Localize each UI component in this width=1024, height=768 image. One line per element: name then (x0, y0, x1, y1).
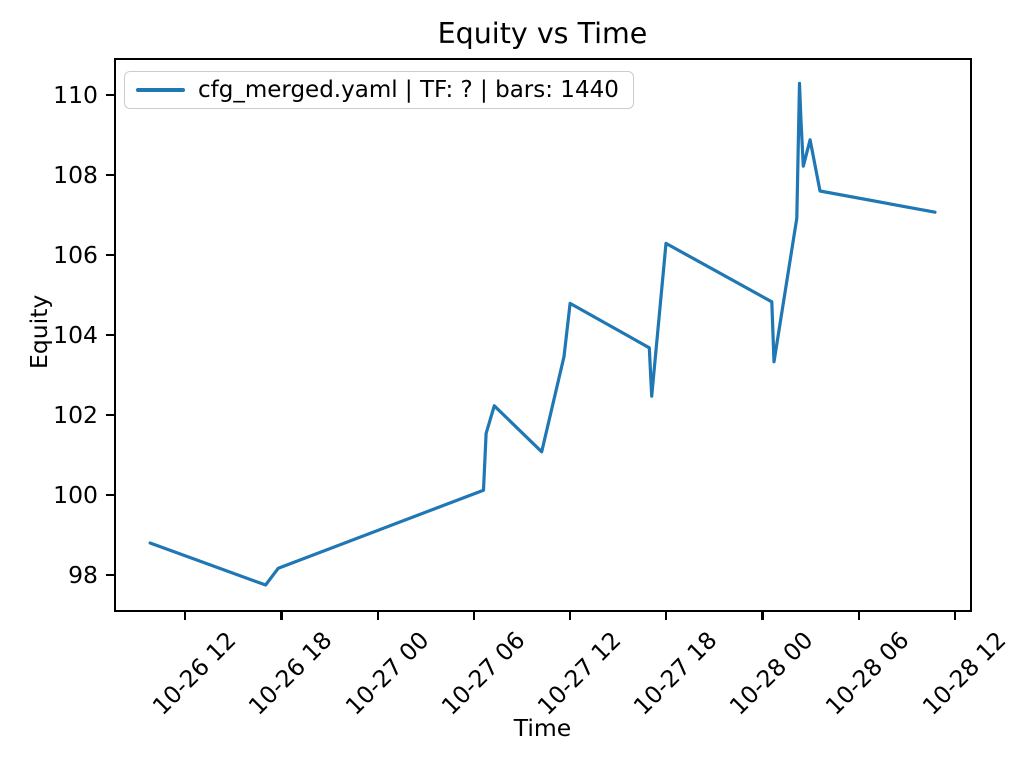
legend: cfg_merged.yaml | TF: ? | bars: 1440 (124, 71, 634, 109)
y-tick-label: 108 (53, 161, 98, 189)
x-tick-mark (280, 612, 283, 620)
plot-area (113, 58, 972, 612)
y-tick-label: 102 (53, 401, 98, 429)
x-tick-mark (568, 612, 572, 620)
y-tick-label: 98 (68, 561, 98, 589)
y-tick-label: 106 (53, 241, 98, 269)
chart-title: Equity vs Time (437, 17, 648, 50)
x-tick-mark (761, 612, 764, 620)
y-tick-label: 110 (53, 81, 98, 109)
y-tick-mark (105, 253, 114, 257)
x-tick-mark (376, 612, 379, 620)
x-tick-mark (953, 612, 956, 620)
x-tick-mark (665, 612, 668, 620)
y-tick-mark (105, 413, 114, 417)
y-tick-mark (105, 93, 114, 97)
y-tick-label: 100 (53, 481, 98, 509)
y-tick-label: 104 (53, 321, 98, 349)
x-tick-mark (472, 612, 475, 620)
legend-label: cfg_merged.yaml | TF: ? | bars: 1440 (198, 77, 619, 103)
equity-line (148, 81, 937, 587)
y-tick-mark (105, 493, 114, 497)
y-tick-mark (105, 173, 114, 177)
legend-line-sample (136, 88, 185, 92)
x-axis-label: Time (513, 714, 572, 742)
x-tick-mark (857, 612, 860, 620)
x-tick-mark (184, 612, 187, 620)
y-tick-mark (105, 333, 114, 337)
y-tick-mark (105, 573, 114, 577)
